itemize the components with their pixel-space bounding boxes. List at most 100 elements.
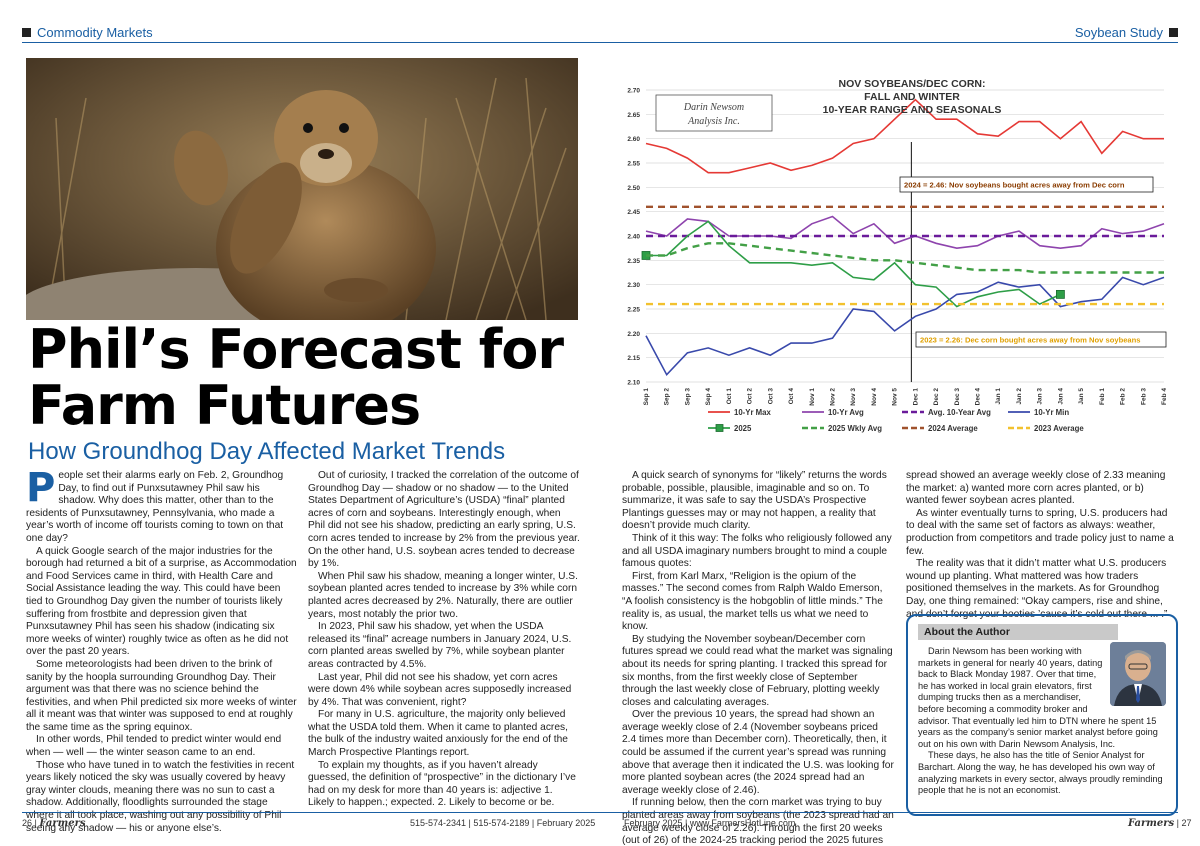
series-line-10-yr-min xyxy=(645,276,1165,377)
y-tick-label: 2.45 xyxy=(627,209,640,216)
x-tick-label: Oct 4 xyxy=(788,388,795,405)
x-tick-label: Oct 3 xyxy=(767,388,774,405)
paragraph: When Phil saw his shadow, meaning a long… xyxy=(308,570,578,620)
x-tick-label: Sep 4 xyxy=(705,388,712,406)
x-tick-label: Nov 5 xyxy=(892,388,899,406)
about-author-text: Darin Newsom has been working with marke… xyxy=(918,642,1166,797)
section-label: Commodity Markets xyxy=(37,25,153,40)
y-tick-label: 2.25 xyxy=(627,307,640,314)
paragraph: The reality was that it didn’t matter wh… xyxy=(906,558,1168,620)
paragraph: As winter eventually turns to spring, U.… xyxy=(906,507,1174,557)
y-tick-label: 2.65 xyxy=(627,112,640,119)
chart-title-line: NOV SOYBEANS/DEC CORN: xyxy=(838,78,985,90)
square-bullet-icon xyxy=(22,28,31,37)
footer-website: February 2025 | www.FarmersHotLine.com xyxy=(624,818,796,828)
paragraph: By studying the November soybean/Decembe… xyxy=(622,633,893,708)
legend-label: 2025 Wkly Avg xyxy=(828,424,882,433)
square-bullet-icon xyxy=(1169,28,1178,37)
legend-label: Avg. 10-Year Avg xyxy=(928,408,991,417)
paragraph: To explain my thoughts, as if you haven’… xyxy=(308,759,576,809)
watermark-text: Analysis Inc. xyxy=(687,116,740,127)
footer-contact: 515-574-2341 | 515-574-2189 | February 2… xyxy=(410,818,596,828)
author-photo xyxy=(1110,642,1166,706)
series-line-2025-wkly-avg xyxy=(646,242,1164,274)
header-rule xyxy=(22,42,600,43)
x-tick-label: Oct 1 xyxy=(726,388,733,405)
x-tick-label: Jan 3 xyxy=(1037,388,1044,405)
paragraph: First, from Karl Marx, “Religion is the … xyxy=(622,570,883,633)
watermark-text: Darin Newsom xyxy=(683,102,744,113)
about-author-box: About the Author Darin Newsom has been w… xyxy=(906,614,1178,816)
watermark-box xyxy=(655,94,773,132)
y-tick-label: 2.50 xyxy=(627,185,640,192)
paragraph: Over the previous 10 years, the spread h… xyxy=(622,709,894,796)
paragraph: Last year, Phil did not see his shadow, … xyxy=(308,671,572,708)
header-rule xyxy=(600,42,1178,43)
author-bio-paragraph: Darin Newsom has been working with marke… xyxy=(918,646,1158,749)
brand-logo: Farmers xyxy=(1128,818,1175,829)
legend-label: 2025 xyxy=(734,424,752,433)
y-tick-label: 2.70 xyxy=(627,88,640,95)
paragraph: A quick Google search of the major indus… xyxy=(26,545,297,658)
annotation-text: 2023 = 2.26: Dec corn bought acres away … xyxy=(920,336,1141,345)
y-tick-label: 2.20 xyxy=(627,331,640,338)
x-tick-label: Feb 2 xyxy=(1120,388,1127,405)
x-tick-label: Nov 1 xyxy=(809,388,816,406)
x-tick-label: Nov 3 xyxy=(850,388,857,406)
y-tick-label: 2.55 xyxy=(627,161,640,168)
y-tick-label: 2.10 xyxy=(627,380,640,387)
paragraph: In 2023, Phil saw his shadow, yet when t… xyxy=(308,621,572,670)
legend-marker xyxy=(715,424,724,432)
x-tick-label: Dec 1 xyxy=(912,388,919,406)
series-marker xyxy=(1055,289,1065,299)
legend-label: 10-Yr Avg xyxy=(828,408,864,417)
legend-label: 2024 Average xyxy=(928,424,978,433)
series-line-10-yr-max xyxy=(645,98,1164,174)
section-header: Commodity Markets xyxy=(22,25,153,40)
x-tick-label: Dec 2 xyxy=(933,388,940,406)
page-number: 26 xyxy=(22,818,33,828)
series-line-10-yr-avg xyxy=(645,215,1165,250)
footer-left: 26 | Farmers xyxy=(22,818,86,829)
about-author-heading: About the Author xyxy=(918,624,1118,640)
drop-cap: P xyxy=(26,465,56,511)
x-tick-label: Jan 4 xyxy=(1057,388,1064,405)
annotation-text: 2024 = 2.46: Nov soybeans bought acres a… xyxy=(904,181,1125,190)
brand-logo: Farmers xyxy=(39,818,86,829)
chart-svg: 2.10 2.15 2.20 2.25 2.30 2.35 2.40 2.45 2.50 2.55… xyxy=(627,78,1168,433)
paragraph: In other words, Phil tended to predict w… xyxy=(26,734,282,759)
x-tick-label: Feb 4 xyxy=(1161,388,1168,405)
x-tick-label: Feb 3 xyxy=(1140,388,1147,405)
text-column-2: Out of curiosity, I tracked the correlat… xyxy=(308,470,580,810)
y-tick-label: 2.60 xyxy=(627,136,640,143)
series-label: Soybean Study xyxy=(1074,25,1163,40)
y-tick-label: 2.40 xyxy=(627,234,640,241)
paragraph: A quick search of synonyms for “likely” … xyxy=(622,470,887,532)
series-line-2025 xyxy=(646,220,1061,308)
author-bio-paragraph: These days, he also has the title of Sen… xyxy=(918,750,1163,796)
paragraph: Think of it this way: The folks who reli… xyxy=(622,532,892,570)
x-tick-label: Nov 2 xyxy=(829,388,836,406)
x-tick-label: Sep 3 xyxy=(684,388,691,406)
paragraph: spread showed an average weekly close of… xyxy=(906,470,1166,507)
text-column-4: spread showed an average weekly close of… xyxy=(906,470,1178,621)
paragraph: If running below, then the corn market w… xyxy=(622,797,894,846)
series-header: Soybean Study xyxy=(1075,25,1178,40)
paragraph: For many in U.S. agriculture, the majori… xyxy=(308,709,568,759)
author-portrait-icon xyxy=(1110,642,1166,706)
x-tick-label: Feb 1 xyxy=(1099,388,1106,405)
legend-label: 2023 Average xyxy=(1034,424,1084,433)
article-title: Phil’s Forecast for Farm Futures xyxy=(28,318,564,437)
groundhog-photo xyxy=(26,58,578,320)
x-tick-label: Jan 5 xyxy=(1078,388,1085,405)
footer-rule xyxy=(600,812,1178,813)
article-subtitle: How Groundhog Day Affected Market Trends xyxy=(28,438,506,465)
annotation-box xyxy=(915,331,1167,348)
spread-chart: 2.10 2.15 2.20 2.25 2.30 2.35 2.40 2.45 2.50 2.55… xyxy=(612,70,1184,442)
legend-label: 10-Yr Min xyxy=(1034,408,1069,417)
x-tick-label: Dec 3 xyxy=(954,388,961,406)
paragraph: Some meteorologists had been driven to t… xyxy=(26,658,297,733)
chart-title-line: FALL AND WINTER xyxy=(864,91,960,103)
